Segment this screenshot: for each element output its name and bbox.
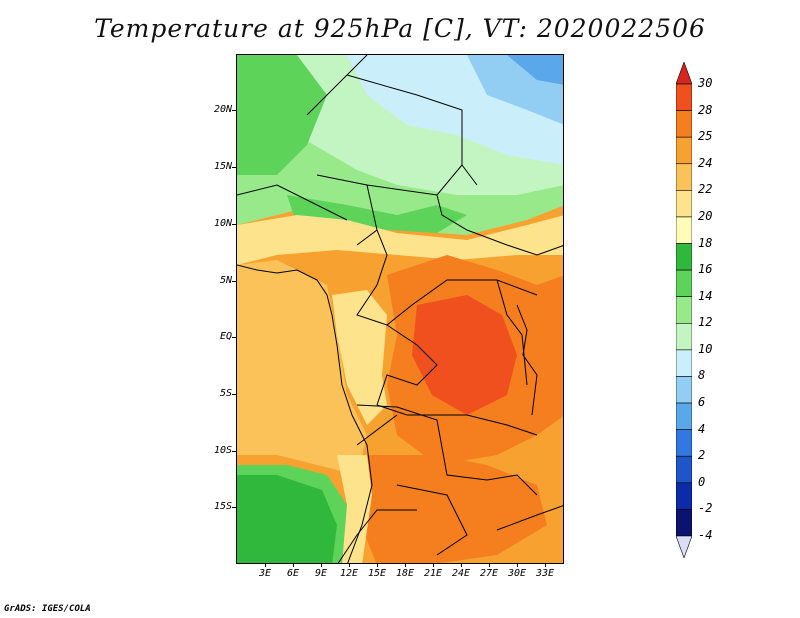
colorbar-label: 14	[698, 288, 713, 303]
y-tick	[232, 507, 236, 508]
colorbar-label: 4	[698, 421, 706, 436]
colorbar-label: 0	[698, 474, 706, 489]
y-tick	[232, 167, 236, 168]
colorbar-top-arrow	[676, 62, 692, 85]
y-axis-label: 20N	[213, 104, 232, 115]
colorbar-segment	[676, 136, 692, 165]
colorbar-segment	[676, 216, 692, 244]
credit-text: GrADS: IGES/COLA	[4, 604, 91, 614]
colorbar-label: 10	[698, 341, 713, 356]
colorbar-segment	[676, 296, 692, 324]
temperature-map	[236, 54, 564, 564]
x-tick	[349, 563, 350, 567]
colorbar-segment	[676, 509, 692, 537]
x-tick	[433, 563, 434, 567]
y-tick	[232, 337, 236, 338]
colorbar-label: 18	[698, 235, 713, 250]
x-tick	[545, 563, 546, 567]
colorbar-segment	[676, 269, 692, 298]
x-tick	[377, 563, 378, 567]
colorbar-segment	[676, 402, 692, 430]
chart-title: Temperature at 925hPa [C], VT: 202002250…	[94, 14, 706, 43]
colorbar-label: 24	[698, 155, 713, 170]
colorbar-label: 30	[698, 76, 713, 90]
x-axis-label: 30E	[507, 568, 527, 579]
colorbar-segment	[676, 376, 692, 404]
yellow-region-sw	[337, 455, 372, 563]
colorbar-segment	[676, 110, 692, 138]
x-axis-label: 21E	[423, 568, 443, 579]
yellow-band	[237, 215, 563, 265]
colorbar-label: -4	[698, 528, 713, 542]
x-tick	[293, 563, 294, 567]
country-borders	[237, 55, 563, 563]
x-tick	[517, 563, 518, 567]
y-axis-label: 5S	[219, 388, 232, 399]
ocean-west	[237, 260, 367, 475]
map-canvas	[237, 55, 563, 563]
colorbar-segment	[676, 322, 692, 351]
y-tick	[232, 394, 236, 395]
green-band-nw	[237, 55, 327, 175]
y-tick	[232, 110, 236, 111]
colorbar-label: 20	[698, 208, 713, 223]
colorbar-bottom-arrow	[676, 535, 692, 558]
y-axis-label: 5N	[219, 275, 232, 286]
blue-region-ne	[507, 55, 563, 85]
colorbar-segment	[676, 455, 692, 484]
colorbar-segment	[676, 83, 692, 111]
colorbar-segment	[676, 243, 692, 271]
y-axis-label: 15N	[213, 161, 232, 172]
colorbar	[676, 62, 692, 558]
x-axis-label: 33E	[535, 568, 555, 579]
colorbar-segment	[676, 429, 692, 457]
x-tick	[265, 563, 266, 567]
y-tick	[232, 224, 236, 225]
y-tick	[232, 281, 236, 282]
colorbar-label: 25	[698, 129, 713, 144]
x-axis-label: 12E	[339, 568, 359, 579]
colorbar-label: 2	[698, 448, 706, 463]
x-axis-label: 3E	[258, 568, 272, 579]
y-axis-label: EQ	[219, 331, 232, 342]
coastline	[237, 264, 373, 563]
hot-region-south	[357, 455, 547, 563]
colorbar-segment	[676, 349, 692, 377]
hottest-core	[412, 295, 517, 415]
x-tick	[461, 563, 462, 567]
colorbar-segment	[676, 190, 692, 218]
y-axis-label: 10N	[213, 218, 232, 229]
x-axis-label: 15E	[367, 568, 387, 579]
colorbar-label: 16	[698, 262, 713, 277]
x-tick	[405, 563, 406, 567]
colorbar-segment	[676, 163, 692, 191]
x-tick	[489, 563, 490, 567]
y-axis-label: 10S	[213, 445, 232, 456]
colorbar-label: 8	[698, 368, 706, 383]
y-axis-label: 15S	[213, 501, 232, 512]
x-tick	[321, 563, 322, 567]
green-core-sw	[237, 475, 337, 563]
colorbar-segment	[676, 482, 692, 510]
colorbar-label: 12	[698, 315, 713, 330]
x-axis-label: 24E	[451, 568, 471, 579]
colorbar-label: 28	[698, 102, 713, 117]
x-axis-label: 6E	[286, 568, 300, 579]
x-axis-label: 27E	[479, 568, 499, 579]
x-axis-label: 18E	[395, 568, 415, 579]
y-tick	[232, 451, 236, 452]
coast-yellow	[332, 290, 387, 425]
colorbar-label: 6	[698, 395, 706, 410]
colorbar-label: 22	[698, 182, 713, 197]
x-axis-label: 9E	[314, 568, 328, 579]
colorbar-label: -2	[698, 501, 713, 516]
